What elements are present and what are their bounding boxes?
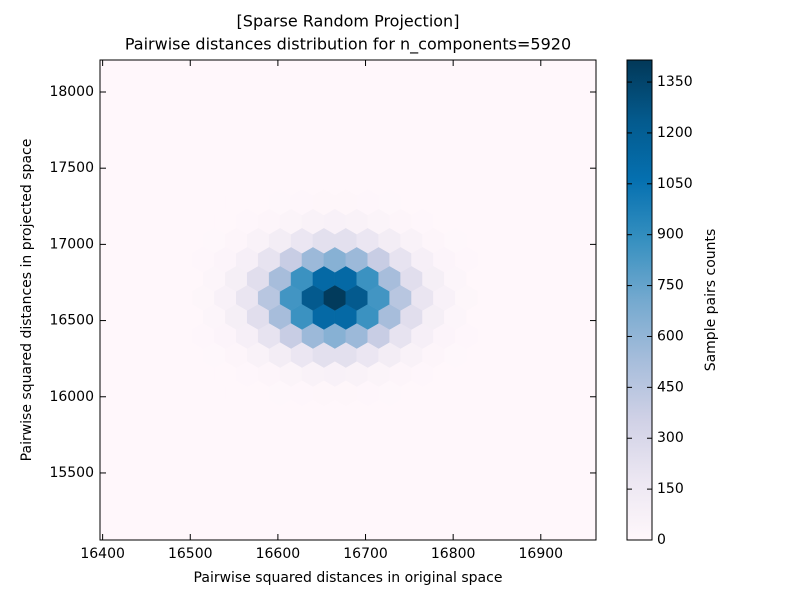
colorbar-tick-label: 300: [657, 430, 684, 446]
colorbar-tick-label: 1200: [657, 125, 693, 141]
colorbar-tick-label: 1050: [657, 176, 693, 192]
x-tick-label: 16600: [256, 546, 301, 562]
colorbar-tick-label: 900: [657, 227, 684, 243]
y-tick-label: 15500: [49, 465, 94, 481]
y-tick-label: 17500: [49, 160, 94, 176]
y-tick-label: 16000: [49, 389, 94, 405]
hexbin-cells: [192, 189, 478, 406]
x-tick-label: 16700: [343, 546, 388, 562]
colorbar-label: Sample pairs counts: [703, 229, 719, 372]
colorbar-tick-label: 600: [657, 328, 684, 344]
plot-frame: [99, 59, 597, 541]
hex-cell: [444, 189, 467, 216]
y-tick-label: 17000: [49, 236, 94, 252]
colorbar-tick-label: 450: [657, 379, 684, 395]
colorbar-tick-label: 750: [657, 278, 684, 294]
colorbar-tick-label: 0: [657, 532, 666, 548]
colorbar: [626, 59, 653, 541]
x-tick-label: 16800: [431, 546, 476, 562]
x-axis-label: Pairwise squared distances in original s…: [194, 570, 503, 586]
y-axis-label: Pairwise squared distances in projected …: [19, 139, 35, 462]
x-tick-label: 16500: [168, 546, 213, 562]
chart-title: [Sparse Random Projection]: [237, 12, 460, 31]
colorbar-tick-label: 150: [657, 481, 684, 497]
y-tick-label: 18000: [49, 84, 94, 100]
chart-subtitle: Pairwise distances distribution for n_co…: [125, 35, 571, 55]
y-tick-label: 16500: [49, 313, 94, 329]
x-tick-label: 16900: [519, 546, 564, 562]
colorbar-tick-label: 1350: [657, 74, 693, 90]
x-tick-label: 16400: [80, 546, 125, 562]
